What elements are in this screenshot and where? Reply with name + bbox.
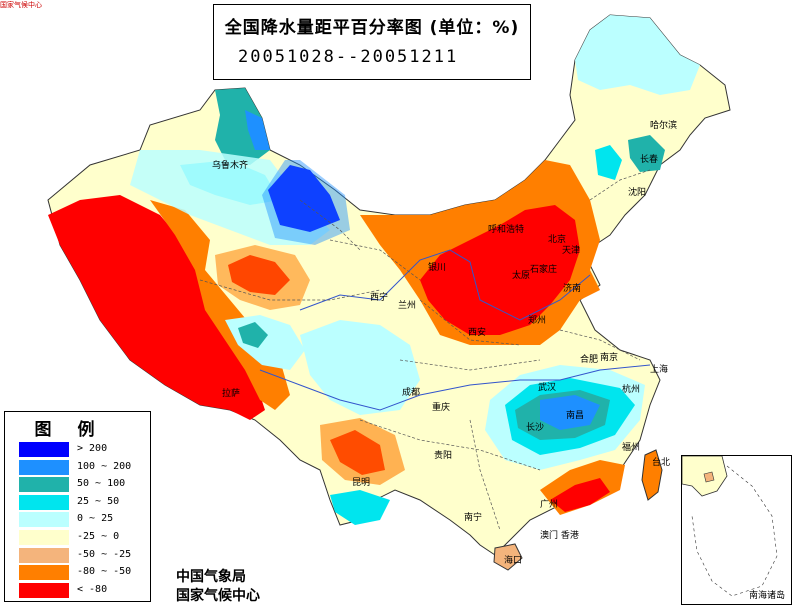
region-red-west [48, 195, 265, 420]
city-label-lanzhou: 兰州 [398, 301, 417, 311]
city-label-tianjin: 天津 [562, 246, 581, 256]
taiwan-island [641, 449, 663, 501]
legend-swatch [19, 442, 69, 457]
city-label-chengdu: 成都 [402, 388, 421, 398]
credit-ncc: 国家气候中心 [176, 588, 260, 604]
region-cyan-yunnan [330, 490, 390, 525]
yellow-river [299, 249, 591, 321]
legend-label: -25 ~ 0 [77, 531, 120, 542]
map-title: 全国降水量距平百分率图 (单位：%) [224, 18, 520, 38]
legend-item: 0 ~ 25 [19, 512, 149, 528]
legend-swatch [19, 565, 69, 581]
city-label-shenyang: 沈阳 [628, 188, 647, 198]
city-label-nanjing: 南京 [600, 353, 619, 363]
legend-swatch [19, 582, 69, 598]
legend-label: 25 ~ 50 [77, 495, 120, 507]
region-blue-hami [268, 165, 340, 232]
yangtze-river [259, 364, 651, 411]
city-label-nanning: 南宁 [464, 513, 483, 523]
city-label-jinan: 济南 [563, 284, 582, 294]
city-label-wuhan: 武汉 [538, 383, 557, 393]
city-label-changsha: 长沙 [526, 423, 545, 433]
region-lightcyan-northeast [575, 15, 700, 95]
legend-item: 100 ~ 200 [19, 459, 149, 476]
city-label-yinchuan: 银川 [428, 263, 447, 273]
city-label-huhehaote: 呼和浩特 [488, 225, 525, 235]
region-red-north [420, 205, 580, 335]
region-teal-northeast [628, 135, 665, 172]
city-label-fuzhou: 福州 [622, 443, 641, 453]
legend-swatch [19, 512, 69, 528]
legend-label: 0 ~ 25 [77, 513, 114, 525]
city-label-kunming: 昆明 [352, 478, 371, 488]
legend-item: < -80 [19, 582, 149, 599]
legend-item: > 200 [19, 442, 149, 458]
province-borders [199, 169, 651, 531]
city-label-nanchang: 南昌 [566, 411, 585, 421]
region-orange-yunnan [320, 418, 405, 485]
legend-swatch [19, 477, 69, 493]
legend-label: < -80 [77, 583, 108, 595]
city-label-zhengzhou: 郑州 [528, 316, 547, 326]
legend-swatch [19, 459, 69, 475]
city-label-wulumuqi: 乌鲁木齐 [212, 161, 249, 171]
city-label-chongqing: 重庆 [432, 403, 451, 413]
region-lightcyan-sichuan [300, 320, 420, 415]
region-orange-qaidam [215, 245, 310, 310]
city-label-beijing: 北京 [548, 235, 567, 245]
date-range: 20051028--20051211 [238, 47, 459, 67]
region-red-south [550, 478, 610, 512]
legend-label: -50 ~ -25 [77, 548, 132, 560]
region-cyan-northeast [595, 145, 622, 180]
south-china-sea-inset: 南海诸岛 [681, 455, 792, 605]
legend-label: 100 ~ 200 [77, 460, 132, 472]
legend-item: -80 ~ -50 [19, 565, 149, 581]
legend-label: -80 ~ -50 [77, 566, 132, 578]
city-label-lasa: 拉萨 [222, 389, 241, 399]
city-label-taibei: 台北 [652, 458, 671, 468]
legend: 图例 > 200 100 ~ 200 50 ~ 100 25 ~ 50 0 ~ 25 -2… [4, 411, 151, 602]
city-label-taiyuan: 太原 [512, 271, 531, 281]
legend-label: 50 ~ 100 [77, 478, 126, 490]
legend-swatch [19, 494, 69, 510]
city-label-hangzhou: 杭州 [622, 385, 641, 395]
region-azure-jiangnan [540, 395, 600, 430]
city-label-hefei: 合肥 [580, 355, 599, 365]
legend-swatch [19, 530, 69, 545]
legend-swatch [19, 547, 69, 563]
top-corner-mark: 国家气候中心 [0, 1, 42, 9]
hainan-island [493, 543, 523, 571]
city-label-shanghai: 上海 [650, 365, 669, 375]
legend-item: 50 ~ 100 [19, 477, 149, 493]
legend-item: 25 ~ 50 [19, 494, 149, 511]
city-label-haikou: 海口 [504, 556, 523, 566]
city-label-guangzhou: 广州 [540, 500, 559, 510]
city-label-shijiazhuang: 石家庄 [530, 265, 558, 275]
legend-item: -25 ~ 0 [19, 530, 149, 546]
region-azure-north-xinjiang [245, 110, 270, 150]
title-box: 全国降水量距平百分率图 (单位：%) 20051028--20051211 [213, 4, 531, 80]
legend-title: 图例 [34, 420, 121, 440]
region-azure-hami [262, 160, 350, 245]
city-label-xining: 西宁 [370, 293, 389, 303]
city-label-aomen-xianggang: 澳门 香港 [540, 531, 579, 541]
inset-label: 南海诸岛 [748, 591, 785, 601]
region-teal-qinghai [238, 322, 268, 348]
legend-label: > 200 [77, 443, 108, 454]
credit-cma: 中国气象局 [176, 569, 246, 585]
city-label-haerbin: 哈尔滨 [650, 121, 678, 131]
city-label-guiyang: 贵阳 [434, 451, 453, 461]
city-label-changchun: 长春 [640, 155, 659, 165]
city-label-xian: 西安 [468, 328, 487, 338]
inset-map [681, 455, 778, 597]
legend-item: -50 ~ -25 [19, 547, 149, 564]
